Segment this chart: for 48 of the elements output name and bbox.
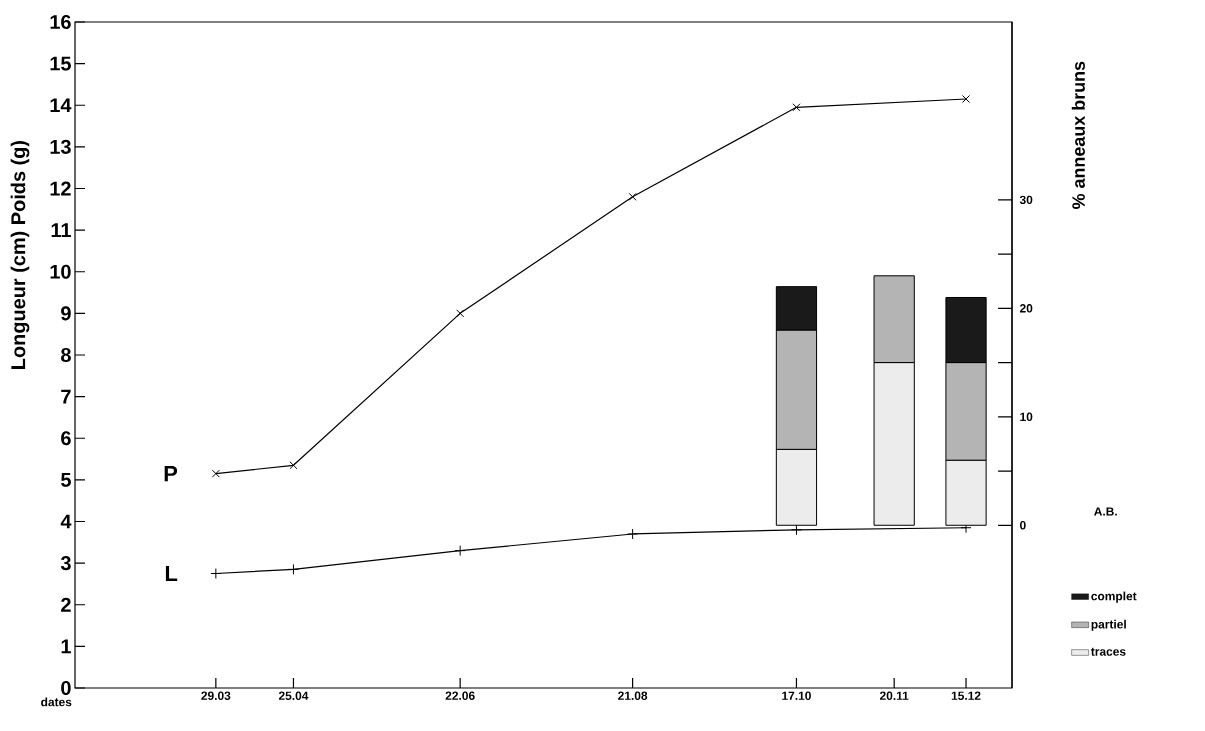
y-tick-label: 11: [51, 223, 71, 237]
y-tick-label: 6: [61, 431, 71, 446]
y-tick-label: 15: [50, 56, 71, 71]
y-tick-label: 7: [61, 389, 71, 404]
point: [211, 469, 220, 478]
point: [628, 192, 637, 201]
point: [456, 309, 465, 318]
y-tick-label: 2: [61, 597, 71, 612]
x-tick-label: 17.10: [782, 691, 811, 700]
y-tick-label: 13: [50, 139, 71, 154]
y-tick-label: 3: [60, 556, 71, 571]
point: [961, 94, 971, 104]
y2-tick-label: 30: [1019, 195, 1033, 205]
y-tick-label: 4: [60, 514, 72, 529]
y-tick-label: 9: [61, 306, 71, 321]
x-tick-label: 15.12: [951, 691, 981, 700]
x-tick-label: 25.04: [278, 691, 309, 700]
y2-tick-label: 10: [1020, 412, 1033, 422]
point: [792, 103, 801, 112]
y-axis-title: Longueur (cm) Poids (g): [10, 140, 30, 369]
legend-label: partiel: [1091, 619, 1126, 631]
y2-tick-label: 20: [1019, 304, 1033, 313]
y-tick-label: 12: [50, 181, 71, 196]
x-axis-title: dates: [41, 697, 72, 707]
x-tick-label: 29.03: [201, 691, 231, 700]
point: [454, 545, 466, 557]
y-tick-label: 16: [50, 14, 71, 30]
point: [210, 568, 222, 580]
y2-tick-label: 0: [1020, 521, 1026, 530]
legend-label: traces: [1090, 647, 1126, 656]
point: [287, 563, 299, 575]
y-tick-label: 5: [61, 472, 71, 487]
y-tick-label: 14: [50, 98, 72, 113]
legend-label: complet: [1091, 591, 1137, 603]
x-tick-label: 21.08: [618, 691, 648, 700]
y-tick-label: 8: [61, 347, 71, 363]
y-tick-label: 1: [61, 639, 71, 654]
x-tick-label: 20.11: [879, 691, 909, 700]
y2-axis-title: % anneaux bruns: [1071, 61, 1085, 209]
point: [790, 524, 802, 536]
series-label: L: [165, 565, 178, 582]
x-tick-label: 22.06: [445, 691, 475, 700]
y-tick-label: 0: [61, 680, 71, 696]
point: [627, 528, 639, 540]
series-label: P: [164, 466, 178, 482]
legend-title: A.B.: [1094, 507, 1117, 516]
y-tick-label: 10: [50, 264, 71, 279]
point: [289, 461, 298, 470]
